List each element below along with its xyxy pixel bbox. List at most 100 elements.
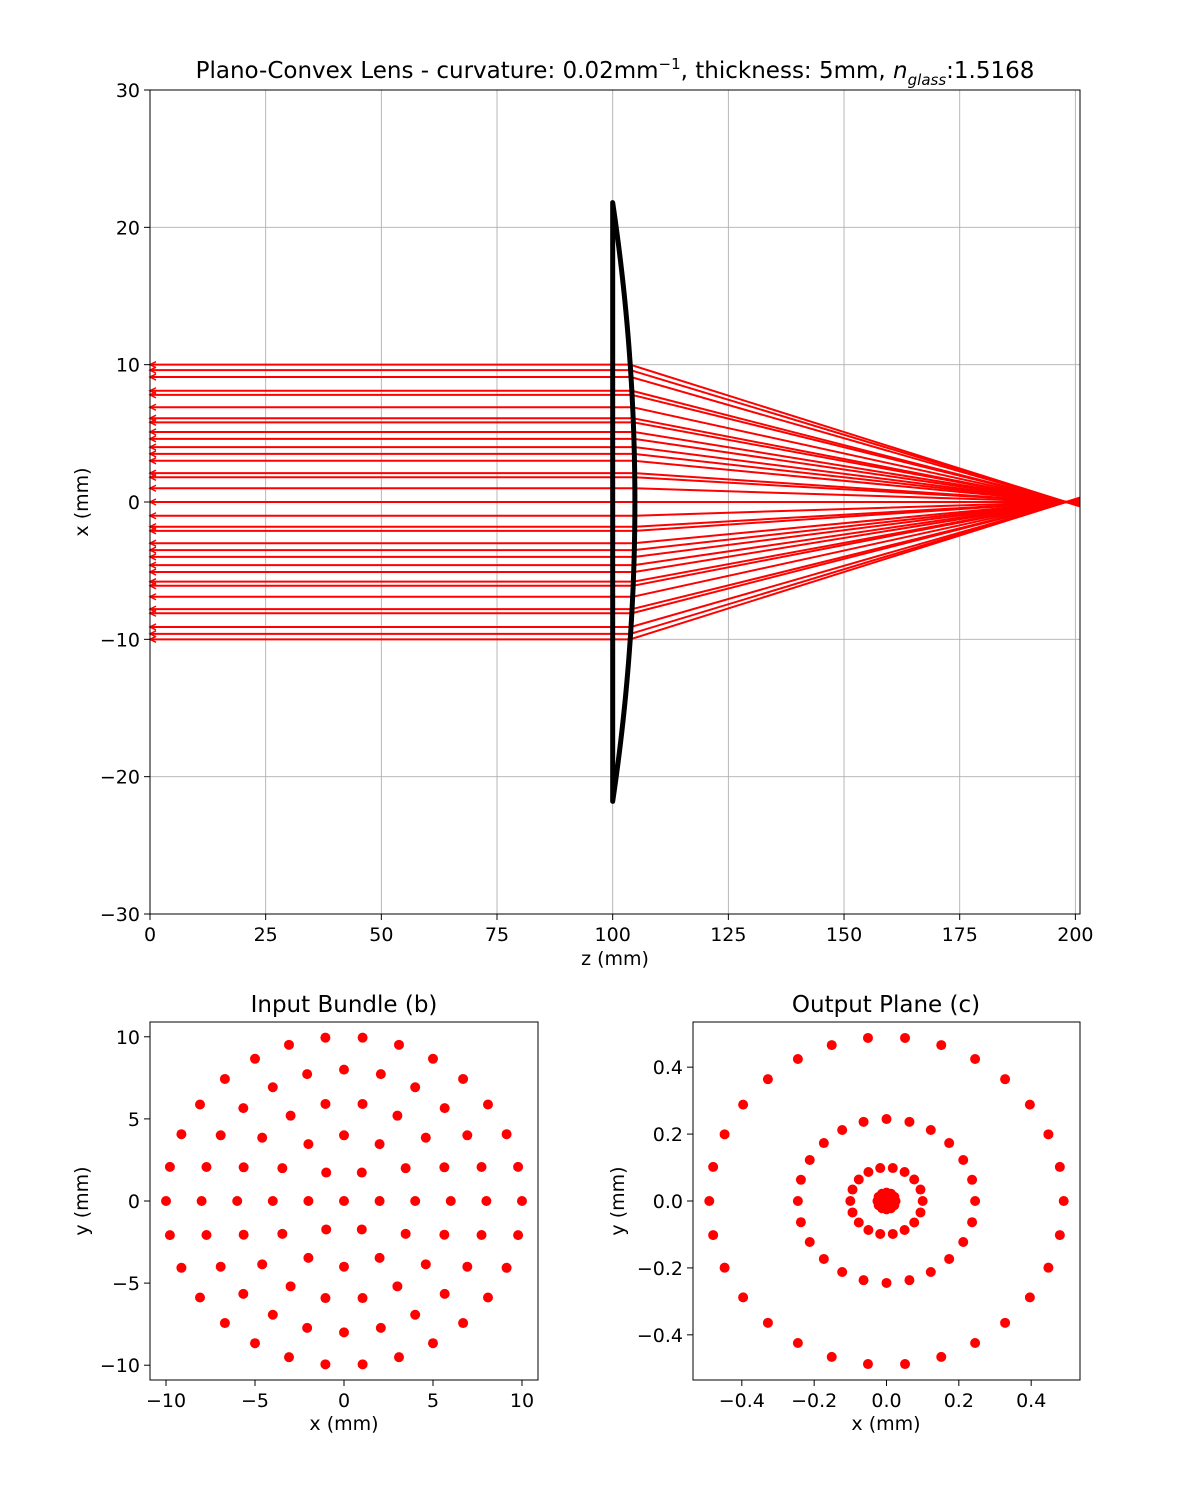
output-plane-point xyxy=(837,1266,848,1277)
input-bundle-point xyxy=(238,1103,249,1114)
ray-path xyxy=(150,496,1081,641)
output-plane-point xyxy=(738,1099,749,1110)
ray-path xyxy=(150,487,1081,504)
output-plane-point xyxy=(925,1266,936,1277)
ray-path xyxy=(150,496,1081,635)
input-bundle-title: Input Bundle (b) xyxy=(251,992,438,1018)
output-plane-point xyxy=(704,1196,715,1206)
output-plane-point xyxy=(1054,1161,1065,1172)
output-plane-point xyxy=(967,1174,978,1185)
input-bundle-point xyxy=(501,1129,512,1140)
ray-trace-y-tick-label: 10 xyxy=(116,355,140,377)
ray-path xyxy=(150,498,1081,567)
ray-path xyxy=(150,497,1081,611)
ray-trace-y-tick-label: −10 xyxy=(100,629,140,651)
output-plane-point xyxy=(967,1217,978,1228)
output-plane-point xyxy=(909,1174,920,1185)
input-bundle-x-tick-label: 10 xyxy=(510,1390,534,1412)
input-bundle-point xyxy=(285,1110,296,1121)
input-bundle-point xyxy=(215,1130,226,1141)
input-bundle-point xyxy=(303,1196,314,1206)
output-plane-point xyxy=(909,1217,920,1228)
ray-path xyxy=(150,500,1081,532)
ray-path xyxy=(150,498,1081,574)
output-plane-point xyxy=(875,1228,886,1239)
input-bundle-point xyxy=(302,1069,313,1080)
input-bundle-point xyxy=(201,1161,212,1172)
input-bundle-point xyxy=(320,1293,331,1304)
ray-path xyxy=(150,437,1081,506)
ray-trace-title: Plano-Convex Lens - curvature: 0.02mm−1,… xyxy=(196,55,1035,89)
ray-path xyxy=(150,499,1081,552)
output-plane-y-tick-label: −0.2 xyxy=(637,1258,683,1280)
input-bundle-x-tick-label: −10 xyxy=(146,1390,186,1412)
output-plane-point xyxy=(889,1200,900,1211)
input-bundle-point xyxy=(238,1288,249,1299)
output-plane-point xyxy=(899,1224,910,1235)
input-bundle-point xyxy=(476,1161,487,1172)
input-bundle-point xyxy=(284,1039,295,1050)
output-plane-point xyxy=(970,1196,981,1206)
ray-path xyxy=(150,421,1081,506)
ray-trace-x-tick-label: 175 xyxy=(942,924,978,946)
ray-trace-x-tick-label: 25 xyxy=(254,924,278,946)
output-plane-x-tick-label: −0.2 xyxy=(791,1390,837,1412)
input-bundle-point xyxy=(393,1039,404,1050)
input-bundle-point xyxy=(400,1163,411,1174)
input-bundle-y-label: y (mm) xyxy=(71,1166,93,1235)
ray-bundle xyxy=(148,360,1081,644)
input-bundle-point xyxy=(357,1032,368,1043)
output-plane-point xyxy=(847,1184,858,1195)
output-plane-point xyxy=(881,1114,892,1125)
ray-trace-x-tick-label: 100 xyxy=(595,924,631,946)
input-bundle-point xyxy=(238,1162,249,1173)
output-plane-x-ticks: −0.4 −0.2 0.0 0.2 0.4 xyxy=(719,1380,1046,1412)
output-plane-point xyxy=(915,1184,926,1195)
output-plane-point xyxy=(795,1217,806,1228)
output-plane-point xyxy=(1000,1074,1011,1085)
output-plane-point xyxy=(826,1040,837,1051)
ray-trace-y-tick-label: 30 xyxy=(116,80,140,102)
input-bundle-point xyxy=(374,1252,385,1263)
output-plane-point xyxy=(862,1032,873,1043)
input-bundle-point xyxy=(339,1327,349,1338)
input-bundle-point xyxy=(267,1196,278,1206)
input-bundle-point xyxy=(356,1224,367,1235)
output-plane-point xyxy=(858,1275,869,1286)
output-plane-point xyxy=(970,1337,981,1348)
input-bundle-point xyxy=(176,1262,187,1273)
output-plane-point xyxy=(862,1359,873,1370)
output-plane-point xyxy=(1000,1317,1011,1328)
output-plane-point xyxy=(863,1224,874,1235)
input-bundle-point xyxy=(321,1224,332,1235)
output-plane-y-tick-label: −0.4 xyxy=(637,1325,683,1347)
ray-trace-y-tick-label: −20 xyxy=(100,767,140,789)
output-plane-point xyxy=(845,1196,856,1206)
ray-trace-x-tick-label: 150 xyxy=(826,924,862,946)
input-bundle-point xyxy=(277,1228,288,1239)
input-bundle-point xyxy=(267,1309,278,1320)
input-bundle-point xyxy=(219,1073,230,1084)
input-bundle-point xyxy=(215,1261,226,1272)
output-plane-point xyxy=(944,1253,955,1264)
input-bundle-point xyxy=(410,1196,421,1206)
input-bundle-point xyxy=(339,1196,349,1206)
output-plane-point xyxy=(936,1040,947,1051)
output-plane-point xyxy=(804,1155,815,1166)
ray-trace-x-tick-label: 200 xyxy=(1057,924,1093,946)
input-bundle-point xyxy=(400,1228,411,1239)
ray-path xyxy=(150,499,1081,558)
input-bundle-point xyxy=(195,1292,206,1303)
input-bundle-point xyxy=(393,1352,404,1363)
input-bundle-point xyxy=(339,1261,349,1272)
ray-path xyxy=(150,430,1081,506)
input-bundle-point xyxy=(195,1099,206,1110)
input-bundle-point xyxy=(513,1161,524,1172)
input-bundle-point xyxy=(267,1082,278,1093)
output-plane-point xyxy=(826,1351,837,1362)
input-bundle-point xyxy=(232,1196,243,1206)
input-bundle-x-label: x (mm) xyxy=(309,1413,378,1435)
ray-trace-x-ticks: 0 25 50 75 100 125 150 175 200 xyxy=(144,914,1094,946)
input-bundle-point xyxy=(410,1309,421,1320)
